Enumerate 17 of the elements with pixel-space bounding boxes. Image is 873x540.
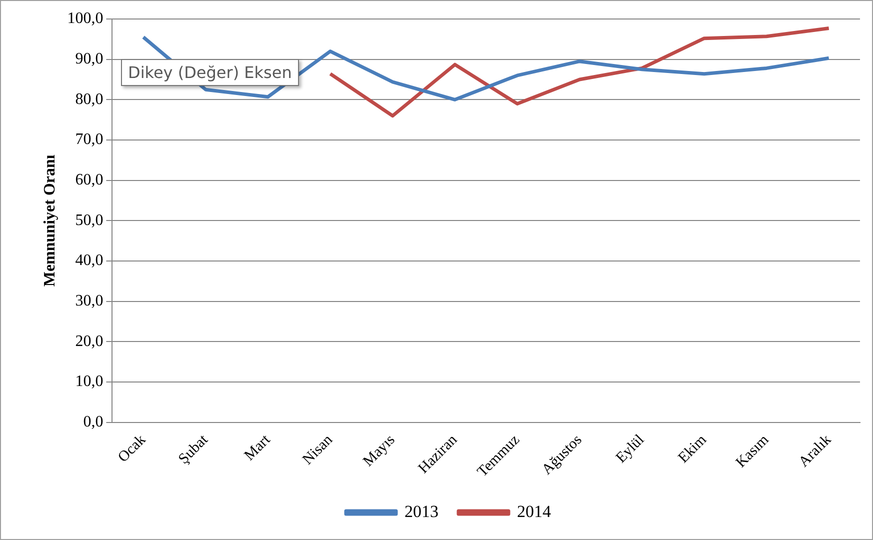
y-tick-label: 40,0 [75, 252, 104, 270]
y-tick-label: 70,0 [75, 131, 104, 148]
y-axis-title: Memnuniyet Oranı [42, 154, 59, 287]
y-tick-label: 10,0 [75, 373, 104, 390]
x-tick-label: Ocak [115, 432, 150, 466]
legend-label: 2014 [517, 502, 552, 521]
y-tick-label: 0,0 [83, 414, 104, 431]
y-tick-label: 30,0 [75, 292, 104, 310]
y-tick-label: 90,0 [75, 50, 104, 68]
x-tick-label: Mart [242, 431, 274, 464]
y-tick-label: 20,0 [75, 332, 104, 350]
annotation: Dikey (Değer) Eksen [121, 59, 299, 86]
y-tick-label: 60,0 [75, 172, 104, 189]
y-tick-label: 100,0 [67, 10, 104, 28]
y-tick-label: 80,0 [75, 90, 104, 108]
y-tick-label: 50,0 [75, 212, 104, 229]
legend-label: 2013 [404, 502, 438, 521]
